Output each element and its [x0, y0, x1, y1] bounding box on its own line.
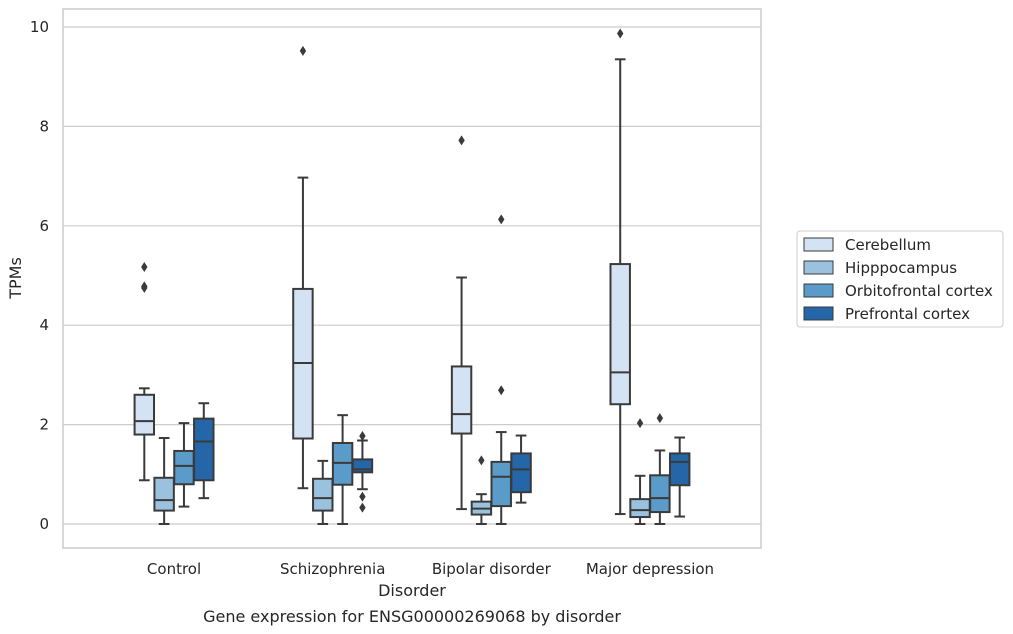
outlier-point	[636, 418, 644, 429]
iqr-box	[193, 417, 215, 482]
legend-frame	[796, 230, 1004, 328]
box-2-1	[331, 414, 354, 525]
legend-label: Cerebellum	[845, 236, 931, 254]
x-tick-labels: Control Schizophrenia Bipolar disorder Majo…	[147, 560, 714, 578]
outlier-point	[617, 28, 624, 39]
x-axis-label: Disorder	[378, 581, 446, 600]
legend: Cerebellum Hipppocampus Orbitofrontal cort…	[796, 230, 1004, 328]
legend-label: Hipppocampus	[845, 259, 957, 277]
outlier-point	[458, 135, 465, 146]
x-tick-label: Control	[147, 560, 201, 578]
box-2-2	[490, 214, 512, 525]
outlier-point	[498, 214, 505, 225]
plot-frame	[62, 8, 762, 549]
outlier-point	[299, 45, 307, 56]
y-axis-label: TPMs	[6, 257, 25, 300]
iqr-box	[312, 477, 334, 512]
box-0-3	[609, 28, 631, 516]
iqr-box	[668, 452, 691, 487]
box-1-3	[629, 418, 651, 525]
legend-swatch	[803, 306, 834, 321]
y-tick-label: 0	[39, 515, 49, 533]
y-tick-label: 2	[39, 416, 49, 434]
iqr-box	[173, 449, 195, 486]
y-tick-label: 4	[39, 316, 49, 334]
chart-caption: Gene expression for ENSG00000269068 by d…	[203, 607, 621, 626]
outlier-point	[359, 491, 366, 502]
legend-swatch	[803, 283, 834, 298]
iqr-box	[450, 365, 473, 435]
iqr-box	[153, 476, 175, 512]
y-tick-label: 6	[39, 217, 49, 235]
iqr-box	[133, 393, 156, 436]
iqr-box	[351, 458, 374, 474]
legend-label: Orbitofrontal cortex	[845, 282, 993, 300]
box-0-0	[133, 262, 156, 482]
legend-entry: Hipppocampus	[803, 259, 957, 277]
box-3-1	[351, 431, 374, 513]
box-2-0	[173, 422, 195, 508]
box-1-1	[312, 459, 334, 525]
legend-entry: Orbitofrontal cortex	[803, 282, 993, 300]
x-tick-label: Schizophrenia	[280, 560, 385, 578]
box-2-3	[649, 413, 671, 525]
outlier-point	[478, 455, 485, 466]
iqr-box	[649, 474, 671, 514]
legend-entry: Cerebellum	[803, 236, 931, 254]
box-1-2	[470, 455, 493, 525]
box-3-3	[668, 436, 691, 518]
x-tick-label: Major depression	[586, 560, 714, 578]
outlier-point	[141, 262, 148, 273]
y-tick-label: 10	[30, 18, 49, 36]
iqr-box	[629, 498, 651, 519]
box-3-0	[193, 402, 215, 500]
box-0-1	[292, 45, 314, 490]
outlier-point	[498, 385, 505, 396]
box-series	[133, 28, 691, 525]
outlier-point	[359, 431, 366, 442]
y-tick-labels: 0 2 4 6 8 10	[30, 18, 49, 533]
box-0-2	[450, 135, 473, 511]
legend-entry: Prefrontal cortex	[803, 305, 970, 323]
legend-swatch	[803, 237, 834, 252]
iqr-box	[609, 263, 631, 406]
outlier-point	[359, 502, 366, 513]
outlier-point	[656, 413, 664, 424]
box-3-2	[510, 434, 532, 504]
outlier-point	[141, 281, 148, 292]
x-tick-label: Bipolar disorder	[432, 560, 552, 578]
y-tick-label: 8	[39, 117, 49, 135]
iqr-box	[510, 452, 532, 494]
iqr-box	[490, 460, 512, 508]
box-1-0	[153, 437, 175, 525]
legend-swatch	[803, 260, 834, 275]
legend-label: Prefrontal cortex	[845, 305, 970, 323]
